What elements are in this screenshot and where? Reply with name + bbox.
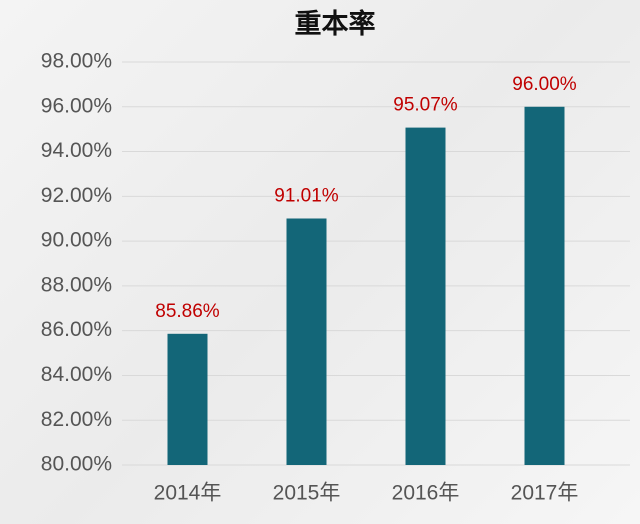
y-tick-label: 94.00% (41, 139, 112, 162)
y-tick-label: 84.00% (41, 363, 112, 386)
x-tick-label: 2014年 (154, 482, 222, 505)
y-tick-label: 86.00% (41, 318, 112, 341)
y-tick-label: 98.00% (41, 50, 112, 73)
x-tick-label: 2017年 (511, 482, 579, 505)
x-tick-label: 2015年 (273, 482, 341, 505)
y-tick-label: 96.00% (41, 94, 112, 117)
bar (405, 127, 446, 466)
bar (286, 218, 327, 465)
value-label: 91.01% (274, 186, 339, 207)
bar (524, 106, 565, 466)
y-tick-label: 80.00% (41, 453, 112, 476)
y-tick-label: 90.00% (41, 229, 112, 252)
chart-title: 重本率 (295, 8, 376, 39)
y-tick-label: 92.00% (41, 184, 112, 207)
y-tick-label: 88.00% (41, 273, 112, 296)
value-label: 95.07% (393, 95, 458, 116)
value-label: 96.00% (512, 74, 577, 95)
y-tick-label: 82.00% (41, 408, 112, 431)
x-tick-label: 2016年 (392, 482, 460, 505)
value-label: 85.86% (155, 301, 220, 322)
bar (167, 333, 208, 465)
